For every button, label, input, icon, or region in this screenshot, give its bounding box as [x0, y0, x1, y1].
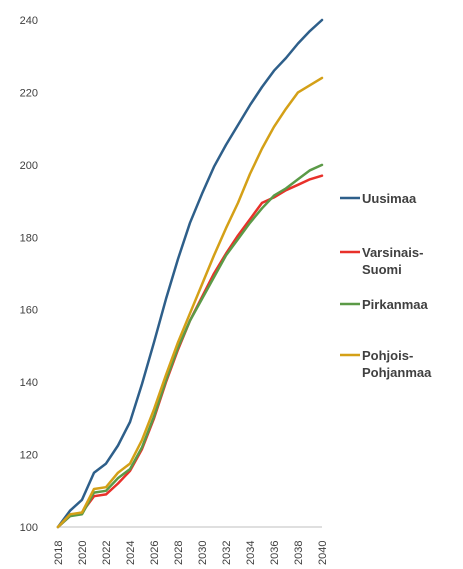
legend-label: Suomi	[362, 262, 402, 277]
legend-label: Uusimaa	[362, 191, 417, 206]
series-line-uusimaa	[56, 18, 324, 529]
x-tick-label: 2020	[77, 541, 89, 565]
y-tick-label: 160	[20, 305, 38, 317]
y-tick-label: 180	[20, 232, 38, 244]
x-tick-label: 2026	[149, 541, 161, 565]
y-tick-label: 240	[20, 15, 38, 27]
x-tick-label: 2024	[125, 541, 137, 565]
series-line-varsinais-suomi	[56, 174, 324, 529]
x-tick-label: 2022	[101, 541, 113, 565]
legend-label: Pohjois-	[362, 348, 413, 363]
y-axis-tick-labels: 100 120 140 160 180 200 220 240	[20, 15, 38, 534]
x-tick-label: 2028	[173, 541, 185, 565]
x-tick-label: 2030	[197, 541, 209, 565]
x-tick-label: 2034	[245, 541, 257, 565]
y-tick-label: 220	[20, 87, 38, 99]
legend-label: Varsinais-	[362, 245, 423, 260]
series-line-pirkanmaa	[56, 163, 324, 529]
y-tick-label: 100	[20, 522, 38, 534]
legend: Uusimaa Varsinais- Suomi Pirkanmaa Pohjois- P…	[340, 191, 432, 380]
x-tick-label: 2018	[53, 541, 65, 565]
y-tick-label: 140	[20, 377, 38, 389]
x-tick-label: 2038	[293, 541, 305, 565]
x-axis-tick-labels: 2018 2020 2022 2024 2026 2028 2030 2032 2034 2036…	[53, 541, 329, 565]
series-line-pohjois-pohjanmaa	[56, 76, 324, 529]
y-tick-label: 200	[20, 160, 38, 172]
series-lines	[56, 18, 324, 529]
x-tick-label: 2036	[269, 541, 281, 565]
y-tick-label: 120	[20, 450, 38, 462]
legend-label: Pohjanmaa	[362, 365, 432, 380]
x-tick-label: 2032	[221, 541, 233, 565]
legend-label: Pirkanmaa	[362, 297, 429, 312]
plot-area	[56, 18, 324, 529]
x-tick-label: 2040	[317, 541, 329, 565]
